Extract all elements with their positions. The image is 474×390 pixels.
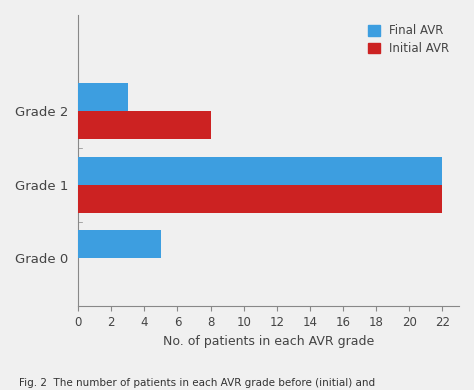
Text: Fig. 2  The number of patients in each AVR grade before (initial) and: Fig. 2 The number of patients in each AV… xyxy=(19,378,375,388)
X-axis label: No. of patients in each AVR grade: No. of patients in each AVR grade xyxy=(163,335,374,348)
Bar xyxy=(78,111,210,139)
Legend: Final AVR, Initial AVR: Final AVR, Initial AVR xyxy=(365,21,453,59)
Bar xyxy=(78,157,442,185)
Bar xyxy=(78,83,128,111)
Bar xyxy=(78,185,442,213)
Bar xyxy=(78,230,161,259)
